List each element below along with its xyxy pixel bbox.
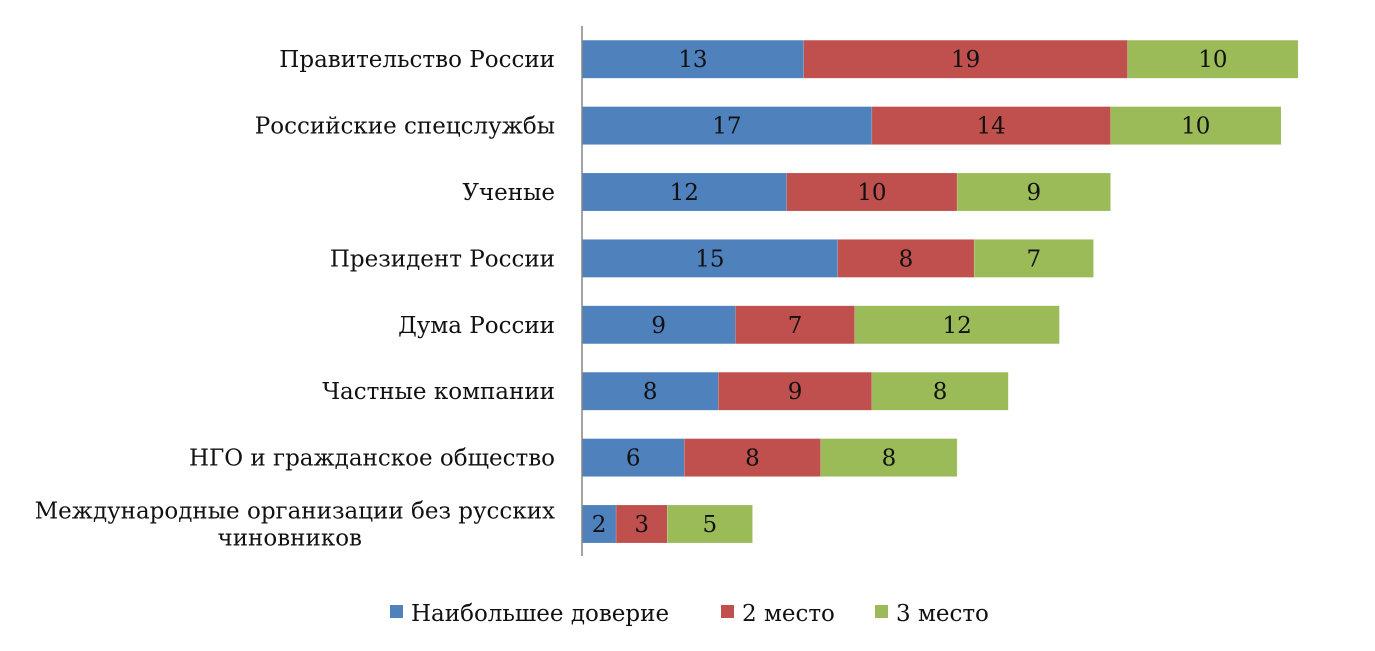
bar-segment: [786, 172, 958, 212]
bar-segment: [581, 438, 685, 477]
category-label: НГО и гражданское общество: [189, 446, 555, 472]
legend: Наибольшее доверие 2 место 3 место: [390, 601, 989, 627]
bar-segment: [581, 504, 617, 544]
value-label: 13: [678, 47, 707, 73]
bar-segment: [854, 305, 1060, 345]
bar-segment: [973, 239, 1094, 278]
value-label: 9: [788, 379, 803, 405]
value-label: 10: [1181, 114, 1210, 140]
value-labels-layer: 13 19 10 17 14 10 12 10 9 15 8 7 9 7 12 8 9 8 6 8 8 2 3 5: [592, 47, 1228, 538]
value-label: 8: [643, 379, 658, 405]
value-label: 9: [651, 313, 666, 339]
legend-swatch: [721, 605, 734, 618]
value-label: 8: [933, 379, 948, 405]
value-label: 12: [670, 180, 699, 206]
bar-segment: [735, 305, 856, 345]
value-label: 8: [745, 446, 760, 472]
category-label: Правительство России: [279, 47, 555, 73]
category-label: Российские спецслужбы: [255, 114, 555, 140]
value-label: 9: [1027, 180, 1042, 206]
legend-label: Наибольшее доверие: [411, 601, 669, 627]
bar-segment: [581, 39, 804, 79]
bar-segment: [1110, 106, 1282, 145]
value-label: 3: [634, 512, 649, 538]
category-label: Частные компании: [322, 379, 555, 405]
bar-segment: [803, 39, 1128, 79]
value-label: 19: [951, 47, 980, 73]
bar-segment: [820, 438, 958, 477]
value-label: 8: [899, 246, 914, 272]
category-label: Ученые: [462, 180, 555, 206]
value-label: 14: [977, 114, 1006, 140]
bar-segment: [1127, 39, 1299, 79]
category-label: Президент России: [330, 246, 555, 272]
value-label: 6: [626, 446, 641, 472]
bar-segment: [615, 504, 668, 544]
value-label: 12: [942, 313, 971, 339]
category-label: Международные организации без русских: [35, 499, 555, 525]
bar-segment: [871, 371, 1009, 411]
value-label: 7: [788, 313, 803, 339]
legend-label: 3 место: [896, 601, 989, 627]
bar-segment: [718, 371, 873, 411]
value-label: 8: [882, 446, 897, 472]
value-label: 15: [695, 246, 724, 272]
bar-segment: [667, 504, 753, 544]
bar-segment: [581, 172, 787, 212]
legend-swatch: [390, 605, 403, 618]
category-label: чиновников: [218, 526, 363, 552]
bar-segment: [956, 172, 1111, 212]
bars-layer: [581, 39, 1299, 544]
value-label: 10: [857, 180, 886, 206]
bar-segment: [684, 438, 821, 477]
category-label: Дума России: [398, 313, 555, 339]
bar-segment: [581, 239, 838, 278]
value-label: 2: [592, 512, 607, 538]
legend-label: 2 место: [742, 601, 835, 627]
category-labels-layer: Правительство России Российские спецслужб…: [35, 47, 555, 551]
value-label: 17: [712, 114, 741, 140]
value-label: 7: [1027, 246, 1042, 272]
value-label: 5: [703, 512, 718, 538]
bar-segment: [871, 106, 1111, 145]
value-label: 10: [1198, 47, 1227, 73]
bar-segment: [581, 106, 873, 145]
bar-segment: [581, 305, 736, 345]
legend-swatch: [875, 605, 888, 618]
